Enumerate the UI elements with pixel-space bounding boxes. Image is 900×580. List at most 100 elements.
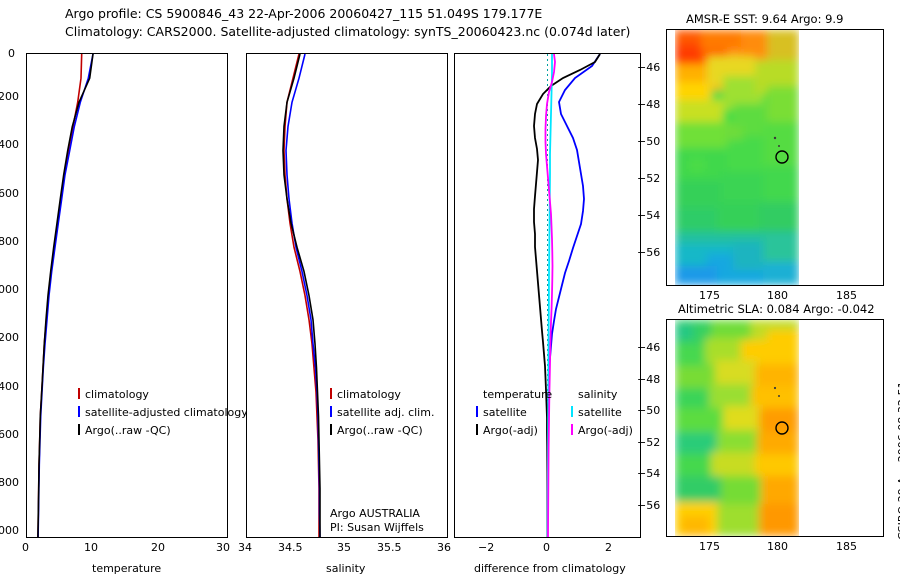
legend-swatch-argo [78,424,80,435]
amsre-ytick-neg52: −52 [637,172,661,185]
series-satellite-salinity [285,54,321,537]
ytick-1800: 1800 [0,476,19,489]
salinity-plot [246,53,448,538]
sla-raster [675,320,799,536]
amsre-map-title: AMSR-E SST: 9.64 Argo: 9.9 [686,12,844,26]
salinity-xtick-345: 34.5 [278,541,303,554]
sla-ytick-neg54: −54 [637,467,661,480]
legend-item: Argo(..raw -QC) [330,424,434,437]
legend-swatch-satellite [78,406,80,417]
legend-swatch-climatology [330,388,332,399]
amsre-ytick-neg50: −50 [637,135,661,148]
attribution-line-2: PI: Susan Wijffels [330,521,424,534]
salinity-legend: climatology satellite adj. clim. Argo(..… [330,388,434,437]
amsre-sst-map [666,29,884,286]
sla-ytick-neg50: −50 [637,404,661,417]
salinity-xtick-35: 35 [337,541,351,554]
series-temperature-argo-diff [533,54,601,537]
series-climatology-salinity [283,54,320,537]
legend-swatch-satellite [330,406,332,417]
difference-xtick-neg2: −2 [478,541,495,554]
difference-xlabel: difference from climatology [474,562,626,575]
profile-location-marker [775,421,789,435]
legend-swatch-argo [330,424,332,435]
legend-item: satellite [476,406,552,419]
legend-header: temperature [483,388,553,401]
ytick-800: 800 [0,235,19,248]
land-speckle [778,145,780,147]
difference-plot [454,53,641,538]
legend-item: Argo(-adj) [476,424,552,437]
ytick-1000: 1000 [0,283,19,296]
temperature-xtick-0: 0 [22,541,29,554]
amsre-xtick-185: 185 [836,289,857,302]
difference-legend-temperature: temperature satellite Argo(-adj) [476,388,552,437]
legend-item: Argo(..raw -QC) [78,424,248,437]
temperature-xtick-30: 30 [216,541,230,554]
header-line-2: Climatology: CARS2000. Satellite-adjuste… [65,24,631,39]
ytick-600: 600 [0,187,19,200]
temperature-legend: climatology satellite-adjusted climatolo… [78,388,248,437]
series-climatology-temperature [37,54,83,537]
ytick-0: 0 [8,47,15,60]
legend-swatch-salinity-satellite [571,406,573,417]
series-argo-temperature [37,54,94,537]
legend-swatch-temperature-argo [476,424,478,435]
ytick-2000: 2000 [0,524,19,537]
legend-header: salinity [578,388,618,401]
legend-item: Argo(-adj) [571,424,633,437]
sla-ytick-neg46: −46 [637,341,661,354]
sla-xtick-180: 180 [767,540,788,553]
series-argo-salinity [282,54,321,537]
amsre-ytick-neg48: −48 [637,98,661,111]
amsre-ytick-neg54: −54 [637,209,661,222]
amsre-ytick-neg56: −56 [637,246,661,259]
temperature-xlabel: temperature [92,562,162,575]
ytick-1600: 1600 [0,428,19,441]
series-salinity-argo-diff [544,54,556,537]
profile-location-marker [775,150,789,164]
temperature-plot [26,53,228,538]
sla-xtick-185: 185 [836,540,857,553]
salinity-xlabel: salinity [326,562,366,575]
salinity-xtick-36: 36 [437,541,451,554]
sla-ytick-neg56: −56 [637,499,661,512]
difference-xtick-0: 0 [543,541,550,554]
ytick-1400: 1400 [0,380,19,393]
sst-raster [675,30,799,285]
series-satellite-temperature [37,54,94,537]
difference-legend-salinity: salinity satellite Argo(-adj) [571,388,633,437]
header-line-1: Argo profile: CS 5900846_43 22-Apr-2006 … [65,6,543,21]
legend-item: satellite [571,406,633,419]
credit-text: CSIRO 29-Apr-2006 08:32:51 [896,381,900,540]
sla-map-title: Altimetric SLA: 0.084 Argo: -0.042 [678,302,875,316]
salinity-xtick-355: 35.5 [377,541,402,554]
sla-xtick-175: 175 [699,540,720,553]
series-temperature-satellite-diff [546,54,601,537]
ytick-200: 200 [0,90,19,103]
amsre-ytick-neg46: −46 [637,61,661,74]
sla-ytick-neg52: −52 [637,436,661,449]
temperature-xtick-20: 20 [151,541,165,554]
credit-block: CSIRO 29-Apr-2006 08:32:51 [896,381,900,553]
amsre-xtick-175: 175 [699,289,720,302]
legend-item: satellite-adjusted climatology [78,406,248,419]
amsre-xtick-180: 180 [767,289,788,302]
sla-ytick-neg48: −48 [637,373,661,386]
legend-item: climatology [78,388,248,401]
legend-swatch-climatology [78,388,80,399]
ytick-400: 400 [0,138,19,151]
land-speckle [778,395,780,397]
difference-xtick-2: 2 [605,541,612,554]
ytick-1200: 1200 [0,331,19,344]
legend-swatch-temperature-satellite [476,406,478,417]
temperature-xtick-10: 10 [84,541,98,554]
salinity-xtick-34: 34 [238,541,252,554]
legend-item: climatology [330,388,434,401]
attribution-line-1: Argo AUSTRALIA [330,507,420,520]
land-speckle [773,136,777,140]
legend-swatch-salinity-argo [571,424,573,435]
legend-item: satellite adj. clim. [330,406,434,419]
land-speckle [773,386,777,390]
altimetric-sla-map [666,319,884,537]
